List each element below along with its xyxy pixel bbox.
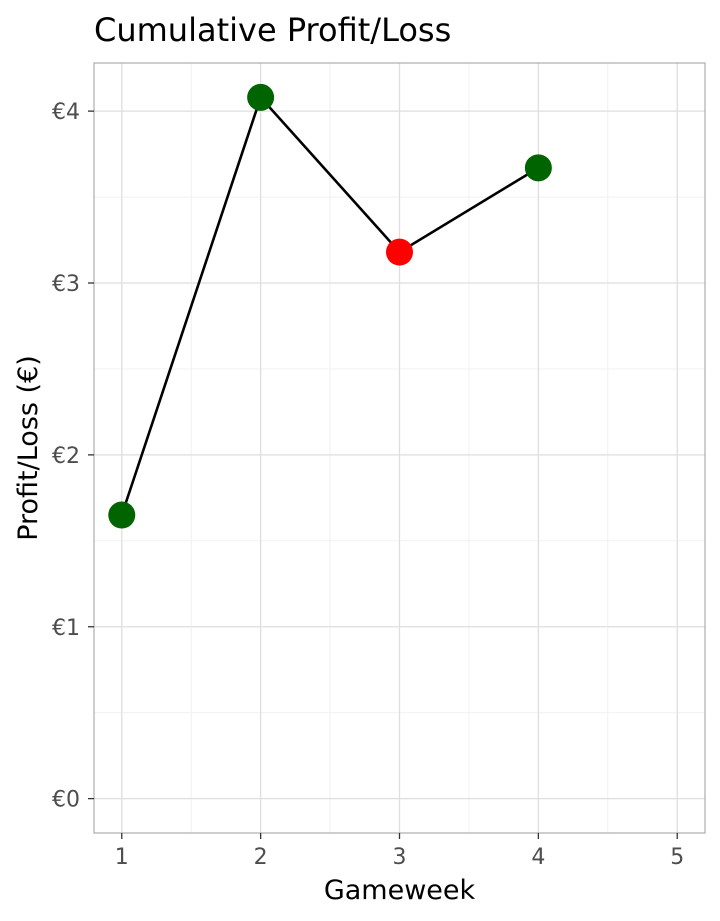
data-point bbox=[108, 501, 136, 529]
x-tick-label: 2 bbox=[254, 845, 268, 870]
x-tick-label: 1 bbox=[115, 845, 129, 870]
y-axis-title: Profit/Loss (€) bbox=[13, 355, 44, 541]
y-tick-label: €1 bbox=[52, 616, 80, 641]
chart-title: Cumulative Profit/Loss bbox=[94, 11, 451, 49]
x-tick-label: 3 bbox=[393, 845, 407, 870]
data-point bbox=[247, 83, 275, 111]
y-tick-label: €3 bbox=[52, 272, 80, 297]
x-tick-label: 5 bbox=[670, 845, 684, 870]
series-line bbox=[120, 94, 540, 516]
axis-ticks: 1 2 3 4 5 €0 €1 €2 €3 €4 bbox=[52, 100, 684, 870]
y-tick-label: €4 bbox=[52, 100, 80, 125]
x-axis-title: Gameweek bbox=[324, 875, 476, 906]
y-tick-label: €0 bbox=[52, 788, 80, 813]
y-tick-label: €2 bbox=[52, 444, 80, 469]
grid bbox=[94, 63, 705, 833]
series bbox=[108, 83, 552, 529]
data-point bbox=[524, 154, 552, 182]
x-tick-label: 4 bbox=[531, 845, 545, 870]
data-point bbox=[386, 238, 413, 266]
